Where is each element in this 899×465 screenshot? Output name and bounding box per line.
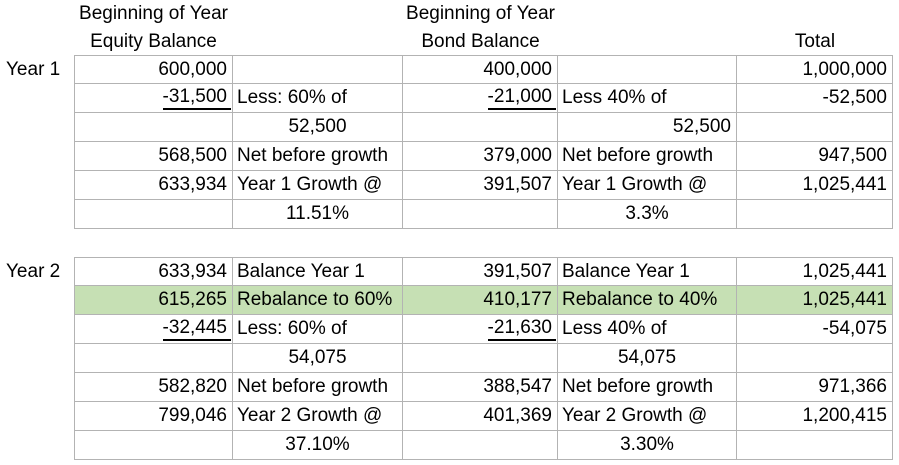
bond-group-header: Beginning of Year <box>406 3 555 24</box>
cell-y2-bond-balance[interactable]: 391,507 <box>403 257 558 286</box>
gutter-cell <box>0 200 74 229</box>
cell-y1-equity-rate[interactable]: 11.51% <box>233 200 403 229</box>
cell-y2-bond-less-label[interactable]: Less 40% of <box>558 315 737 344</box>
empty-cell <box>737 0 893 28</box>
bond-column-header: Bond Balance <box>421 30 540 52</box>
cell-y1-equity-growth-label[interactable]: Year 1 Growth @ <box>233 171 403 200</box>
gutter-cell <box>0 28 74 55</box>
cell-y1-bond-net-label[interactable]: Net before growth <box>558 142 737 171</box>
cell-y2-equity-growth[interactable]: 799,046 <box>74 402 233 431</box>
cell-y1-total-begin[interactable]: 1,000,000 <box>737 55 893 84</box>
cell-y2-equity-growth-label[interactable]: Year 2 Growth @ <box>233 402 403 431</box>
cell-y1-total-less[interactable]: -52,500 <box>737 84 893 113</box>
cell-y1-bond-less-label[interactable]: Less 40% of <box>558 84 737 113</box>
cell-y1-total-growth[interactable]: 1,025,441 <box>737 171 893 200</box>
cell-y1-bond-growth[interactable]: 391,507 <box>403 171 558 200</box>
cell-y1-equity-begin[interactable]: 600,000 <box>74 55 233 84</box>
cell-y1-total-blank[interactable] <box>737 200 893 229</box>
cell-y1-equity-less[interactable]: -31,500 <box>74 84 233 113</box>
cell-y1-bond-rate[interactable]: 3.3% <box>558 200 737 229</box>
empty-cell <box>558 28 737 55</box>
cell-y1-equity-fee-base[interactable]: 52,500 <box>233 113 403 142</box>
cell-y1-bond-label[interactable] <box>558 55 737 84</box>
cell-y2-equity-rebalance-label[interactable]: Rebalance to 60% <box>233 286 403 315</box>
cell-y1-equity-net[interactable]: 568,500 <box>74 142 233 171</box>
cell-y2-equity-rate[interactable]: 37.10% <box>233 431 403 460</box>
cell-y1-equity-net-label[interactable]: Net before growth <box>233 142 403 171</box>
cell-y2-total-balance[interactable]: 1,025,441 <box>737 257 893 286</box>
year1-row-label: Year 1 <box>6 58 61 80</box>
cell-y2-equity-rebalance[interactable]: 615,265 <box>74 286 233 315</box>
gutter-cell <box>0 402 74 431</box>
gutter-cell <box>0 171 74 200</box>
cell-y1-bond-growth-label[interactable]: Year 1 Growth @ <box>558 171 737 200</box>
spacer-row <box>0 229 893 257</box>
cell-y2-bond-rebalance[interactable]: 410,177 <box>403 286 558 315</box>
underlined-value: -21,000 <box>487 86 556 110</box>
cell-y2-equity-less[interactable]: -32,445 <box>74 315 233 344</box>
cell-y2-bond-blank[interactable] <box>403 344 558 373</box>
cell-y2-equity-blank[interactable] <box>74 431 233 460</box>
cell-y1-equity-blank[interactable] <box>74 113 233 142</box>
total-column-header: Total <box>794 30 836 52</box>
cell-y2-equity-net[interactable]: 582,820 <box>74 373 233 402</box>
underlined-value: -32,445 <box>162 317 231 341</box>
cell-y1-bond-blank[interactable] <box>403 200 558 229</box>
cell-y1-bond-fee-base[interactable]: 52,500 <box>558 113 737 142</box>
cell-y2-bond-less[interactable]: -21,630 <box>403 315 558 344</box>
cell-y2-bond-fee-base[interactable]: 54,075 <box>558 344 737 373</box>
cell-y1-equity-less-label[interactable]: Less: 60% of <box>233 84 403 113</box>
cell-y1-bond-net[interactable]: 379,000 <box>403 142 558 171</box>
cell-y2-bond-net-label[interactable]: Net before growth <box>558 373 737 402</box>
equity-group-header: Beginning of Year <box>79 3 228 24</box>
cell-y1-equity-blank[interactable] <box>74 200 233 229</box>
gutter-cell <box>0 315 74 344</box>
cell-y2-equity-balance[interactable]: 633,934 <box>74 257 233 286</box>
cell-y2-bond-growth[interactable]: 401,369 <box>403 402 558 431</box>
gutter-cell <box>0 286 74 315</box>
gutter-cell <box>0 113 74 142</box>
gutter-cell <box>0 344 74 373</box>
cell-y2-equity-net-label[interactable]: Net before growth <box>233 373 403 402</box>
year2-row-label: Year 2 <box>6 260 61 282</box>
cell-y2-total-less[interactable]: -54,075 <box>737 315 893 344</box>
gutter-cell <box>0 373 74 402</box>
cell-y2-total-blank[interactable] <box>737 344 893 373</box>
cell-y2-total-rebalance[interactable]: 1,025,441 <box>737 286 893 315</box>
gutter-cell <box>0 0 74 28</box>
cell-y1-bond-less[interactable]: -21,000 <box>403 84 558 113</box>
underlined-value: -21,630 <box>487 317 556 341</box>
cell-y2-bond-net[interactable]: 388,547 <box>403 373 558 402</box>
empty-cell <box>558 0 737 28</box>
cell-y2-total-growth[interactable]: 1,200,415 <box>737 402 893 431</box>
cell-y1-bond-blank[interactable] <box>403 113 558 142</box>
cell-y1-total-net[interactable]: 947,500 <box>737 142 893 171</box>
cell-y1-equity-label[interactable] <box>233 55 403 84</box>
gutter-cell <box>0 84 74 113</box>
empty-cell <box>233 28 403 55</box>
cell-y2-equity-less-label[interactable]: Less: 60% of <box>233 315 403 344</box>
gutter-cell <box>0 142 74 171</box>
cell-y2-equity-blank[interactable] <box>74 344 233 373</box>
cell-y2-bond-growth-label[interactable]: Year 2 Growth @ <box>558 402 737 431</box>
cell-y1-total-blank[interactable] <box>737 113 893 142</box>
cell-y1-bond-begin[interactable]: 400,000 <box>403 55 558 84</box>
cell-y1-equity-growth[interactable]: 633,934 <box>74 171 233 200</box>
cell-y2-total-blank[interactable] <box>737 431 893 460</box>
empty-cell <box>233 0 403 28</box>
underlined-value: -31,500 <box>162 86 231 110</box>
equity-column-header: Equity Balance <box>90 30 217 52</box>
cell-y2-bond-rebalance-label[interactable]: Rebalance to 40% <box>558 286 737 315</box>
cell-y2-total-net[interactable]: 971,366 <box>737 373 893 402</box>
cell-y2-equity-fee-base[interactable]: 54,075 <box>233 344 403 373</box>
cell-y2-bond-rate[interactable]: 3.30% <box>558 431 737 460</box>
gutter-cell <box>0 431 74 460</box>
cell-y2-equity-balance-label[interactable]: Balance Year 1 <box>233 257 403 286</box>
cell-y2-bond-blank[interactable] <box>403 431 558 460</box>
cell-y2-bond-balance-label[interactable]: Balance Year 1 <box>558 257 737 286</box>
